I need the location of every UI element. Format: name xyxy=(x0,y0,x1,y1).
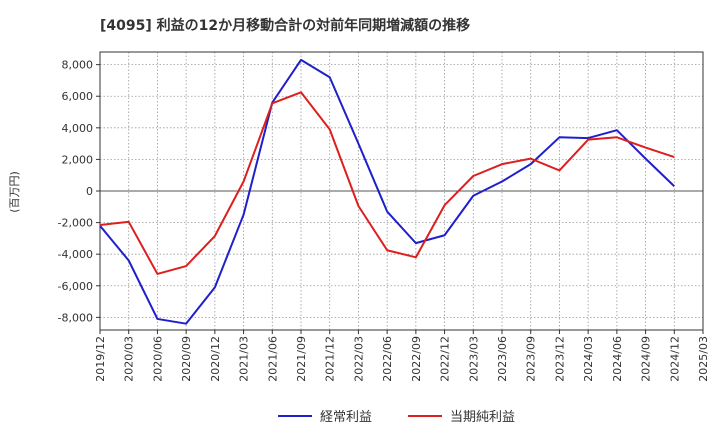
legend-label-2: 当期純利益 xyxy=(450,410,515,425)
x-tick-label: 2020/09 xyxy=(180,336,193,382)
y-tick-label: 4,000 xyxy=(62,122,94,135)
x-tick-label: 2022/03 xyxy=(352,336,365,382)
x-tick-label: 2023/03 xyxy=(467,336,480,382)
legend-label-1: 経常利益 xyxy=(320,410,372,425)
x-tick-label: 2025/03 xyxy=(697,336,710,382)
x-ticks: 2019/12 2020/03 2020/06 2020/09 2020/12 2021/… xyxy=(94,330,710,382)
y-ticks: 8,000 6,000 4,000 2,000 0 -2,000 -4,000 -6,000 -… xyxy=(58,59,100,324)
y-tick-label: 6,000 xyxy=(62,90,94,103)
x-tick-label: 2023/12 xyxy=(553,336,566,382)
y-tick-label: -4,000 xyxy=(58,248,93,261)
x-tick-label: 2020/12 xyxy=(209,336,222,382)
y-tick-label: 8,000 xyxy=(62,59,94,72)
y-tick-label: -2,000 xyxy=(58,217,93,230)
x-tick-label: 2021/09 xyxy=(295,336,308,382)
x-tick-label: 2024/12 xyxy=(668,336,681,382)
y-tick-label: 0 xyxy=(86,185,93,198)
x-tick-label: 2022/09 xyxy=(410,336,423,382)
x-tick-label: 2024/03 xyxy=(582,336,595,382)
x-tick-label: 2019/12 xyxy=(94,336,107,382)
x-tick-label: 2021/12 xyxy=(324,336,337,382)
x-tick-label: 2024/06 xyxy=(611,336,624,382)
x-tick-label: 2023/06 xyxy=(496,336,509,382)
legend: 経常利益 当期純利益 xyxy=(278,410,515,425)
x-tick-label: 2023/09 xyxy=(525,336,538,382)
series-line-1 xyxy=(99,58,675,325)
grid xyxy=(100,52,703,330)
x-tick-label: 2021/03 xyxy=(238,336,251,382)
x-tick-label: 2024/09 xyxy=(640,336,653,382)
x-tick-label: 2022/06 xyxy=(381,336,394,382)
x-tick-label: 2020/03 xyxy=(123,336,136,382)
y-tick-label: -8,000 xyxy=(58,311,93,324)
y-tick-label: -6,000 xyxy=(58,280,93,293)
x-tick-label: 2022/12 xyxy=(439,336,452,382)
series-line-2 xyxy=(99,91,675,275)
series-group xyxy=(99,58,675,325)
x-tick-label: 2020/06 xyxy=(151,336,164,382)
y-tick-label: 2,000 xyxy=(62,153,94,166)
x-tick-label: 2021/06 xyxy=(266,336,279,382)
y-axis-label: (百万円) xyxy=(8,171,21,213)
chart-title: [4095] 利益の12か月移動合計の対前年同期増減額の推移 xyxy=(100,17,470,34)
